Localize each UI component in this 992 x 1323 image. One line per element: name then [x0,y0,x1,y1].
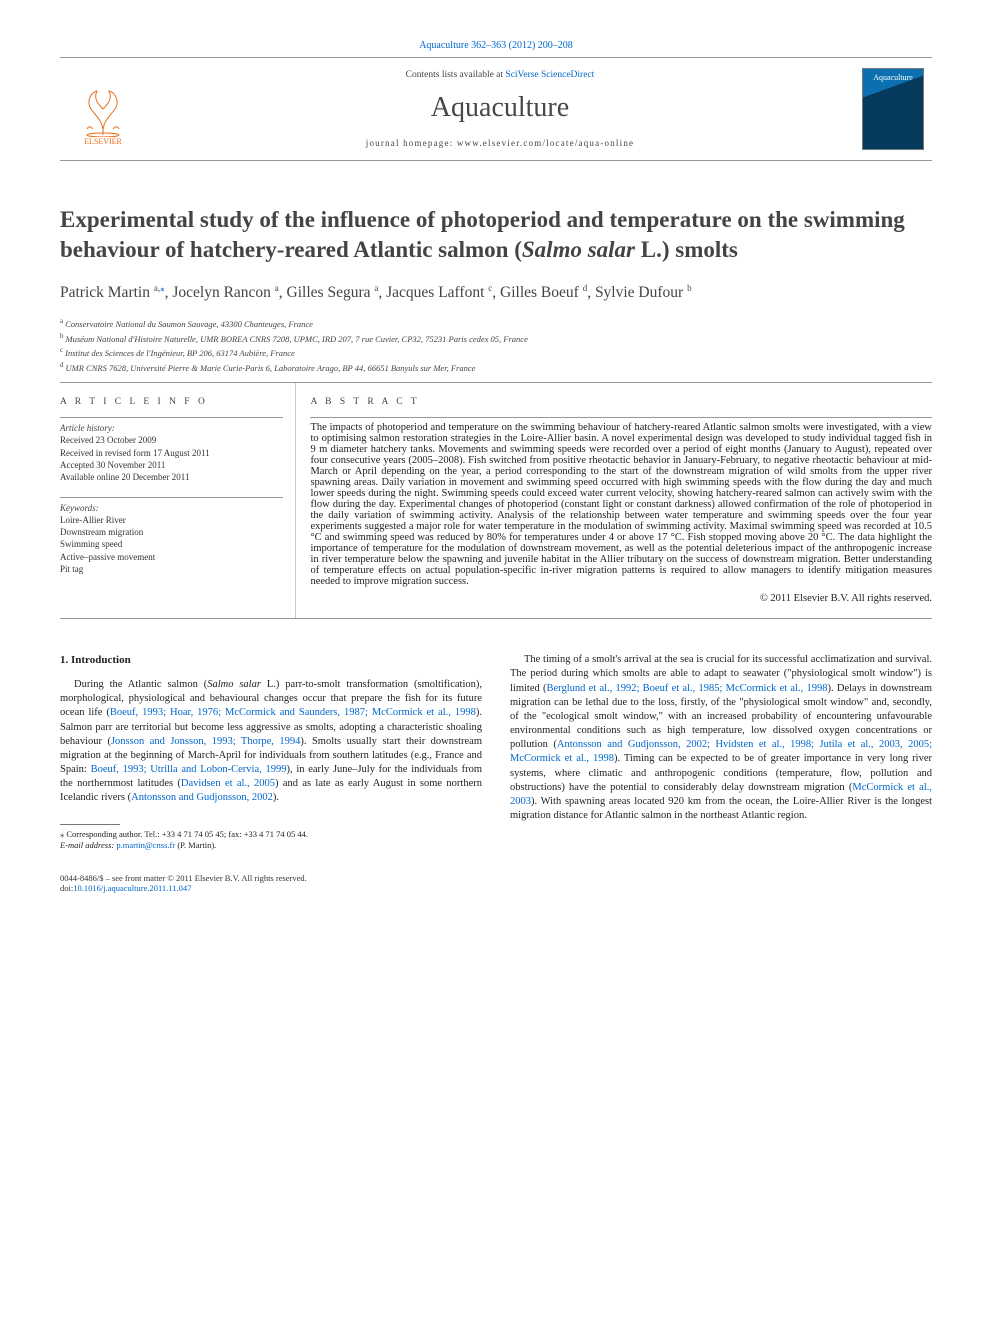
keyword: Active–passive movement [60,551,283,563]
history-line: Available online 20 December 2011 [60,471,283,483]
author: Gilles Segura a [287,284,379,301]
author: Sylvie Dufour b [595,284,692,301]
contents-line: Contents lists available at SciVerse Sci… [138,70,862,80]
footnote-line1: Corresponding author. Tel.: +33 4 71 74 … [66,829,308,839]
affiliation: cInstitut des Sciences de l'Ingénieur, B… [60,345,932,360]
ref-link[interactable]: Berglund et al., 1992; Boeuf et al., 198… [547,683,828,694]
contents-prefix: Contents lists available at [406,70,506,80]
keyword: Downstream migration [60,526,283,538]
title-post: L.) smolts [635,237,738,262]
history-label: Article history: [60,422,283,434]
journal-name: Aquaculture [138,92,862,124]
corresponding-email-link[interactable]: p.martin@cnss.fr [116,840,175,850]
front-matter-line: 0044-8486/$ – see front matter © 2011 El… [60,873,932,883]
history-line: Accepted 30 November 2011 [60,459,283,471]
elsevier-logo: ELSEVIER [68,72,138,146]
author-list: Patrick Martin a,⁎, Jocelyn Rancon a, Gi… [60,283,932,302]
ref-link[interactable]: Davidsen et al., 2005 [181,778,275,789]
article-title: Experimental study of the influence of p… [60,205,932,265]
running-head: Aquaculture 362–363 (2012) 200–208 [60,40,932,51]
journal-header: ELSEVIER Contents lists available at Sci… [60,57,932,161]
author: Jocelyn Rancon a [172,284,278,301]
keywords-label: Keywords: [60,502,283,514]
ref-link[interactable]: Jonsson and Jonsson, 1993; Thorpe, 1994 [111,736,300,747]
doi-link[interactable]: 10.1016/j.aquaculture.2011.11.047 [73,883,191,893]
footnote-email-label: E-mail address: [60,840,114,850]
author: Jacques Laffont c [386,284,492,301]
homepage-prefix: journal homepage: [366,138,457,148]
homepage-url: www.elsevier.com/locate/aqua-online [457,138,634,148]
body-col-left: 1. Introduction During the Atlantic salm… [60,653,482,850]
abstract-text: The impacts of photoperiod and temperatu… [310,422,932,587]
title-pre: Experimental study of the influence of p… [60,207,905,262]
intro-para-2: The timing of a smolt's arrival at the s… [510,653,932,823]
article-info-head: A R T I C L E I N F O [60,397,283,407]
abstract-copyright: © 2011 Elsevier B.V. All rights reserved… [310,593,932,604]
history-line: Received in revised form 17 August 2011 [60,447,283,459]
affiliation: bMuséum National d'Histoire Naturelle, U… [60,331,932,346]
doi-label: doi: [60,883,73,893]
keyword: Pit tag [60,563,283,575]
title-species: Salmo salar [522,237,635,262]
author: Gilles Boeuf d [500,284,587,301]
ref-link[interactable]: Antonsson and Gudjonsson, 2002 [131,792,273,803]
intro-heading: 1. Introduction [60,653,482,668]
affiliation: dUMR CNRS 7628, Université Pierre & Mari… [60,360,932,375]
ref-link[interactable]: Boeuf, 1993; Hoar, 1976; McCormick and S… [110,707,476,718]
affiliation-list: aConservatoire National du Saumon Sauvag… [60,316,932,374]
author: Patrick Martin a,⁎ [60,284,165,301]
elsevier-label: ELSEVIER [84,137,122,146]
page-footer: 0044-8486/$ – see front matter © 2011 El… [60,873,932,893]
running-head-link[interactable]: Aquaculture 362–363 (2012) 200–208 [419,40,573,51]
abstract-head: A B S T R A C T [310,397,932,407]
corresponding-footnote: ⁎ Corresponding author. Tel.: +33 4 71 7… [60,829,482,851]
ref-link[interactable]: Boeuf, 1993; Utrilla and Lobon-Cervia, 1… [91,764,287,775]
keyword: Loire-Allier River [60,514,283,526]
journal-cover-thumb: Aquaculture [862,68,924,150]
sciencedirect-link[interactable]: SciVerse ScienceDirect [505,70,594,80]
body-col-right: The timing of a smolt's arrival at the s… [510,653,932,850]
cover-label: Aquaculture [873,73,913,82]
intro-para-1: During the Atlantic salmon (Salmo salar … [60,678,482,806]
elsevier-tree-icon [73,81,133,137]
history-line: Received 23 October 2009 [60,434,283,446]
footnote-star-icon: ⁎ [60,829,64,839]
journal-homepage: journal homepage: www.elsevier.com/locat… [138,138,862,148]
corresponding-star-icon[interactable]: ⁎ [160,283,165,293]
keyword: Swimming speed [60,538,283,550]
affiliation: aConservatoire National du Saumon Sauvag… [60,316,932,331]
